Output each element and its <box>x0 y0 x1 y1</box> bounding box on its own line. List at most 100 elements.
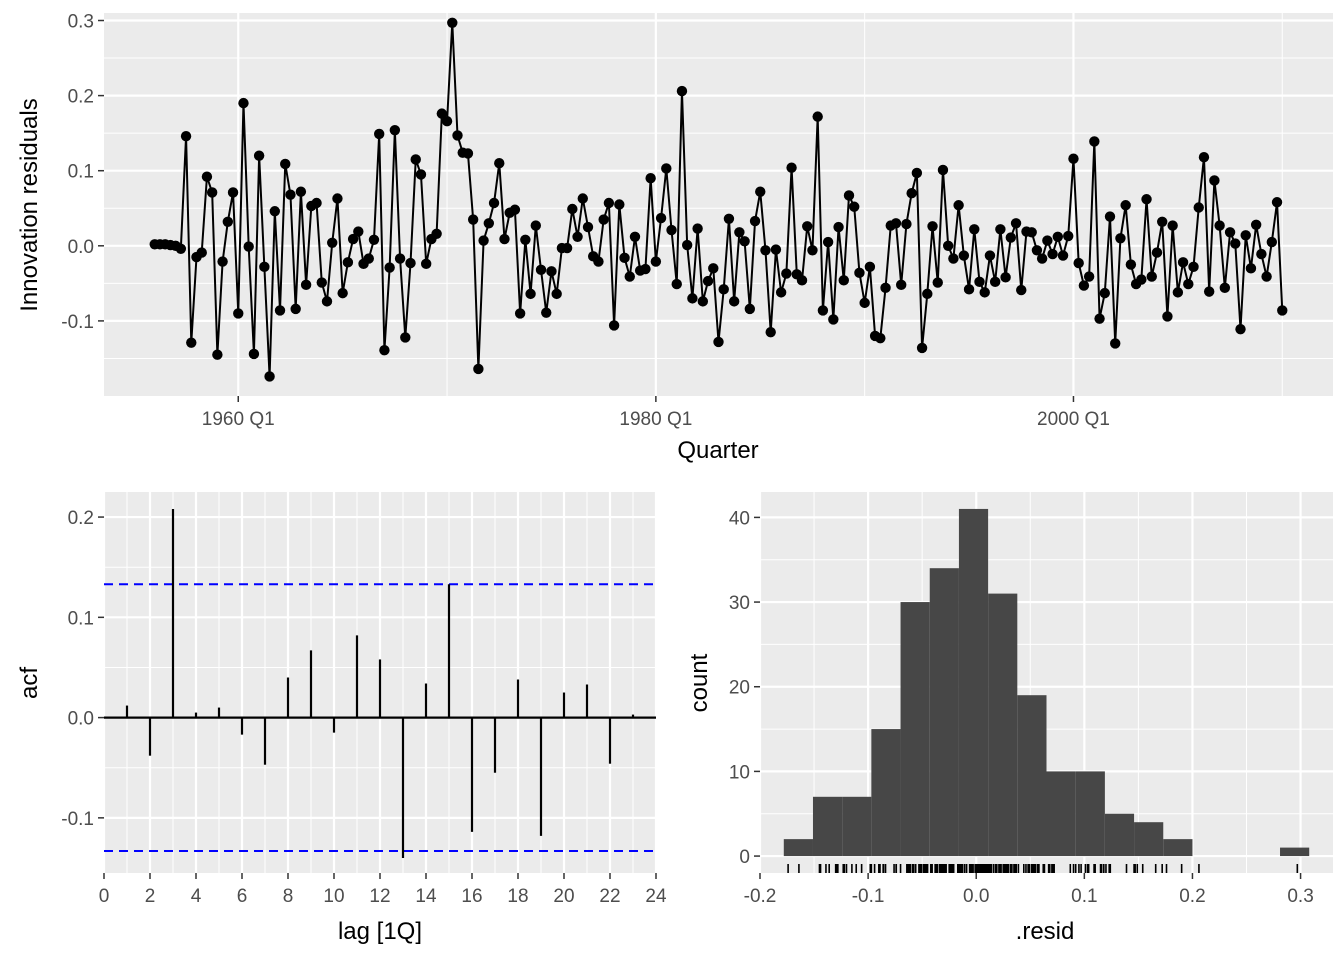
data-point <box>394 253 406 264</box>
data-point <box>1052 231 1064 242</box>
data-point <box>1277 305 1288 316</box>
data-point <box>530 220 541 231</box>
x-tick-label: 6 <box>237 886 248 907</box>
data-point <box>238 97 249 109</box>
x-tick-label: 0.3 <box>1287 886 1313 907</box>
data-point <box>1172 287 1184 298</box>
data-point <box>1230 238 1241 249</box>
data-point <box>1219 282 1231 294</box>
data-point <box>514 308 526 319</box>
x-tick-label: 2000 Q1 <box>1037 409 1110 430</box>
data-point <box>614 199 625 210</box>
data-point <box>1235 323 1246 335</box>
data-point <box>1256 248 1267 260</box>
data-point <box>708 263 719 274</box>
acf-plot: -0.10.00.10.2 0 2 4 6 8 10 12 14 16 18 20 22 24 lag … <box>16 492 667 945</box>
data-point <box>405 257 416 269</box>
histogram-bar <box>783 839 813 857</box>
y-tick-label: 0.1 <box>68 608 94 629</box>
data-point <box>1104 211 1116 222</box>
data-point <box>1031 245 1043 256</box>
acf-spikes <box>104 509 656 858</box>
data-point <box>520 234 531 245</box>
data-point <box>415 169 427 180</box>
histogram-bar <box>1075 771 1105 857</box>
data-point <box>206 187 218 198</box>
data-point <box>186 337 197 348</box>
data-point <box>781 268 792 279</box>
data-point <box>802 221 813 232</box>
data-point <box>1073 257 1084 269</box>
data-point <box>1203 286 1215 297</box>
y-axis-title: count <box>686 653 713 712</box>
data-point <box>1016 284 1027 296</box>
data-point <box>916 342 928 354</box>
data-point <box>327 237 338 248</box>
data-point <box>1245 263 1257 274</box>
data-point <box>1209 175 1220 186</box>
x-tick-label: 0 <box>99 886 110 907</box>
data-point <box>948 253 959 264</box>
x-tick-label: 1960 Q1 <box>202 409 275 430</box>
data-point <box>1042 235 1053 246</box>
x-tick-label: 1980 Q1 <box>619 409 692 430</box>
data-point <box>285 189 296 200</box>
x-axis-title: lag [1Q] <box>338 918 422 945</box>
data-point <box>1214 220 1225 231</box>
data-point <box>974 276 985 288</box>
histogram-bar <box>988 593 1018 857</box>
data-point <box>619 252 630 264</box>
data-point <box>499 233 510 245</box>
data-point <box>969 224 980 235</box>
data-point <box>984 250 996 261</box>
y-axis-title: Innovation residuals <box>16 98 43 311</box>
data-point <box>1151 247 1163 258</box>
data-point <box>666 224 677 236</box>
x-axis: 0 2 4 6 8 10 12 14 16 18 20 22 24 <box>99 873 667 907</box>
data-point <box>373 128 385 140</box>
data-point <box>953 200 964 211</box>
data-point <box>932 277 943 288</box>
data-point <box>1193 202 1204 213</box>
y-axis: -0.1 0.0 0.1 0.2 <box>61 508 104 830</box>
data-point <box>368 234 380 245</box>
data-point <box>859 297 870 309</box>
data-point <box>1078 280 1090 291</box>
data-point <box>927 221 938 232</box>
data-point <box>337 287 348 299</box>
histogram-bar <box>1104 813 1135 857</box>
data-point <box>890 218 902 229</box>
histogram-bar <box>929 568 959 857</box>
histogram-bars <box>783 508 1310 857</box>
histogram-bar <box>812 796 843 857</box>
data-point <box>812 111 823 122</box>
data-point <box>661 163 672 174</box>
x-axis-title: .resid <box>1016 918 1075 945</box>
data-point <box>629 231 641 242</box>
x-tick-label: 0.0 <box>963 886 989 907</box>
data-point <box>264 371 275 382</box>
data-point <box>676 85 688 97</box>
data-point <box>353 226 364 237</box>
data-point <box>447 17 458 28</box>
histogram-bar <box>1046 771 1076 857</box>
data-point <box>379 344 390 356</box>
data-point <box>1083 271 1095 282</box>
data-point <box>253 150 265 161</box>
data-point <box>1271 197 1283 208</box>
x-tick-label: 0.1 <box>1071 886 1097 907</box>
data-point <box>1089 136 1100 147</box>
data-point <box>1162 311 1173 322</box>
data-point <box>1057 250 1069 261</box>
y-tick-label: 30 <box>729 593 750 614</box>
data-point <box>535 264 547 276</box>
data-point <box>979 287 990 298</box>
data-point <box>749 215 761 227</box>
histogram-bar <box>1280 847 1310 857</box>
data-point <box>441 115 453 127</box>
data-point <box>389 124 401 136</box>
data-point <box>911 167 923 179</box>
histogram-bar <box>1134 822 1164 857</box>
data-point <box>400 332 411 343</box>
y-tick-label: 0.3 <box>68 12 94 33</box>
